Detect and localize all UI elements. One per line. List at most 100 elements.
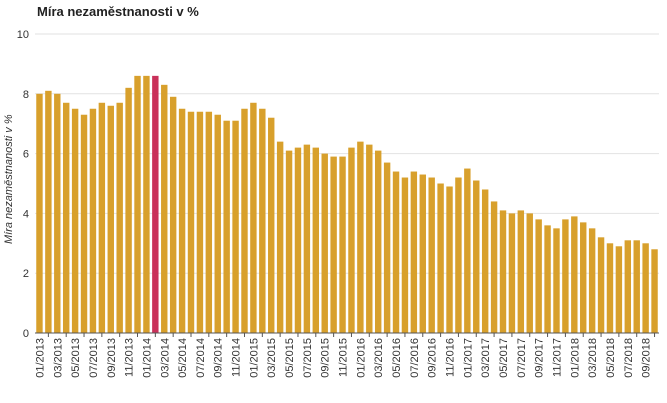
x-tick-label: 03/2014	[159, 338, 171, 378]
bar	[259, 108, 266, 333]
x-tick-label: 05/2013	[70, 338, 82, 378]
x-tick-label: 11/2016	[445, 338, 457, 377]
y-tick-label: 4	[23, 208, 29, 220]
y-tick-label: 6	[23, 149, 29, 161]
chart-title: Míra nezaměstnanosti v %	[37, 4, 199, 19]
bar	[312, 147, 320, 333]
x-tick-label: 09/2018	[641, 338, 653, 378]
x-tick-label: 01/2018	[569, 338, 581, 378]
bar	[89, 108, 97, 333]
bar	[178, 108, 186, 333]
x-tick-label: 07/2015	[302, 338, 314, 378]
bar	[366, 144, 373, 333]
x-tick-label: 11/2013	[124, 338, 136, 377]
bar	[196, 111, 204, 334]
bar	[330, 156, 337, 333]
x-tick-label: 03/2017	[480, 338, 492, 378]
x-tick-label: 11/2017	[551, 338, 563, 377]
bar	[116, 102, 123, 334]
x-tick-label: 09/2014	[213, 338, 225, 378]
bar	[357, 141, 364, 333]
x-tick-label: 01/2017	[462, 338, 474, 378]
bar	[62, 102, 70, 334]
x-tick-label: 07/2016	[409, 338, 421, 378]
bar	[214, 114, 221, 333]
bar	[446, 186, 453, 333]
bar	[633, 240, 640, 333]
y-tick-label: 8	[23, 89, 29, 101]
x-tick-label: 03/2016	[373, 338, 385, 378]
x-tick-label: 01/2013	[34, 338, 46, 378]
x-tick-label: 09/2013	[106, 338, 118, 378]
x-tick-label: 05/2018	[605, 338, 617, 378]
x-axis-ticks: 01/2013 03/2013 05/2013 07/2013 09/2013 11/20…	[34, 333, 656, 378]
bar	[294, 147, 302, 333]
y-tick-label: 2	[23, 268, 29, 280]
bar	[71, 108, 79, 333]
bar	[205, 111, 213, 334]
bar	[526, 213, 533, 333]
bar	[98, 102, 106, 334]
bar	[250, 102, 257, 334]
bar	[535, 219, 542, 333]
bar	[339, 156, 346, 333]
bar	[544, 225, 551, 333]
bars	[36, 75, 658, 334]
bar	[45, 90, 52, 333]
x-tick-label: 03/2015	[266, 338, 278, 378]
bar	[419, 174, 426, 333]
x-tick-label: 01/2016	[355, 338, 367, 378]
bar	[401, 177, 409, 333]
bar	[125, 87, 132, 333]
bar	[606, 243, 614, 333]
bar	[597, 237, 605, 333]
bar	[473, 180, 480, 333]
bar	[374, 150, 382, 333]
x-tick-label: 11/2014	[231, 338, 243, 377]
x-tick-label: 03/2018	[587, 338, 599, 378]
bar	[232, 120, 239, 334]
bar	[54, 93, 61, 333]
bar	[508, 213, 516, 333]
bar	[588, 228, 596, 333]
bar	[392, 171, 400, 333]
y-tick-label: 0	[23, 328, 29, 340]
bar	[490, 201, 498, 333]
bar	[615, 246, 623, 333]
bar	[321, 153, 328, 333]
bar	[651, 249, 658, 333]
bar	[223, 120, 230, 334]
bar	[134, 75, 141, 334]
bar	[571, 216, 578, 333]
bar	[580, 222, 587, 333]
y-tick-label: 10	[17, 29, 29, 41]
x-tick-label: 09/2017	[534, 338, 546, 378]
bar	[464, 168, 471, 333]
x-tick-label: 05/2015	[284, 338, 296, 378]
bar	[553, 228, 560, 333]
x-tick-label: 05/2017	[498, 338, 510, 378]
bar	[169, 96, 177, 333]
x-tick-label: 07/2014	[195, 338, 207, 378]
bar	[562, 219, 569, 333]
bar	[410, 171, 418, 333]
x-tick-label: 01/2014	[141, 338, 153, 378]
x-tick-label: 11/2015	[338, 338, 350, 377]
x-tick-label: 07/2018	[623, 338, 635, 378]
bar	[285, 150, 293, 333]
x-tick-label: 01/2015	[248, 338, 260, 378]
bar	[455, 177, 462, 333]
bar	[276, 141, 284, 333]
x-tick-label: 05/2016	[391, 338, 403, 378]
bar	[517, 210, 525, 333]
bar	[499, 210, 507, 333]
bar	[303, 144, 311, 333]
bar	[241, 108, 248, 333]
x-tick-label: 09/2016	[427, 338, 439, 378]
bar	[107, 105, 114, 333]
bar	[383, 162, 391, 333]
x-tick-label: 05/2014	[177, 338, 189, 378]
bar	[348, 147, 355, 333]
bar	[642, 243, 649, 333]
